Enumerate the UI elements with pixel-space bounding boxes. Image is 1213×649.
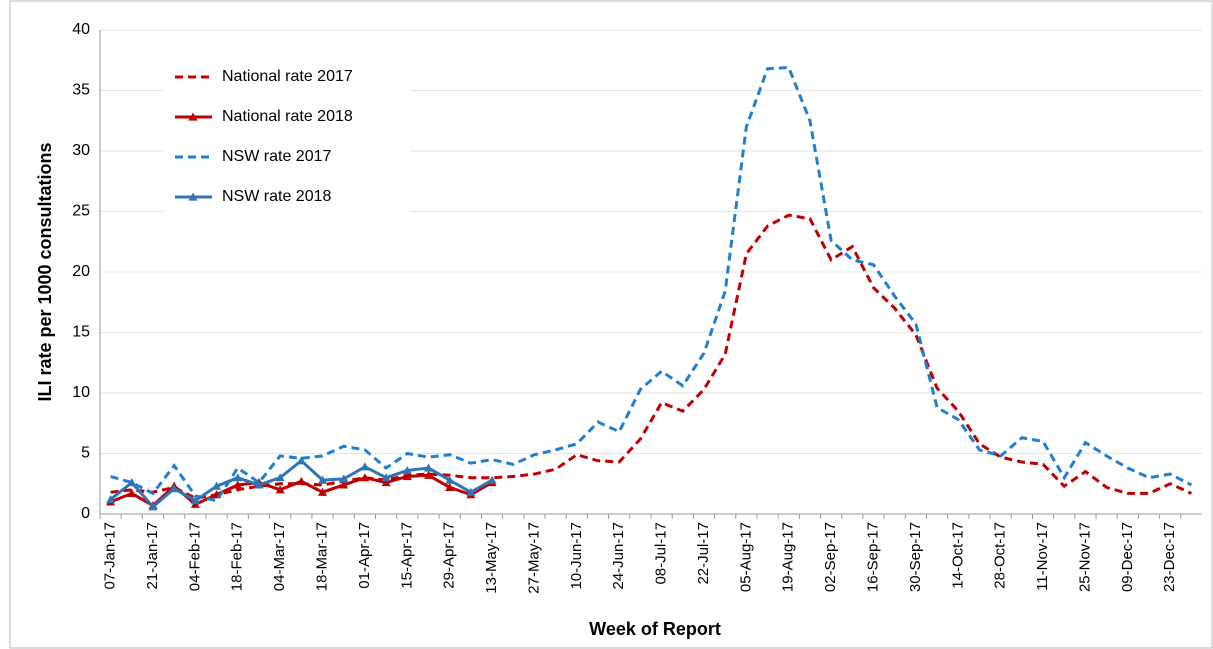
point — [360, 473, 370, 482]
x-tick-label: 23-Dec-17 — [1161, 522, 1178, 592]
point — [423, 463, 433, 472]
point — [466, 487, 476, 496]
y-tick-label: 5 — [81, 445, 90, 462]
y-tick-label: 0 — [81, 505, 90, 522]
point — [339, 480, 349, 489]
x-tick-label: 22-Jul-17 — [695, 522, 712, 585]
legend-label: NSW rate 2017 — [222, 148, 331, 165]
x-tick-label: 02-Sep-17 — [822, 522, 839, 592]
point — [212, 481, 222, 490]
x-tick-label: 18-Mar-17 — [313, 522, 330, 591]
x-tick-label: 24-Jun-17 — [610, 522, 627, 590]
x-tick-label: 07-Jan-17 — [102, 522, 119, 590]
x-tick-label: 28-Oct-17 — [992, 522, 1009, 589]
x-tick-label: 01-Apr-17 — [356, 522, 373, 589]
x-tick-label: 19-Aug-17 — [780, 522, 797, 592]
point — [339, 474, 349, 483]
x-tick-label: 25-Nov-17 — [1076, 522, 1093, 592]
x-axis-label: Week of Report — [589, 619, 721, 639]
point — [318, 475, 328, 484]
x-tick-label: 21-Jan-17 — [144, 522, 161, 590]
legend-marker — [188, 112, 198, 121]
point — [445, 482, 455, 491]
series-line — [110, 213, 1193, 500]
point — [402, 471, 412, 481]
point — [296, 476, 306, 485]
point — [127, 488, 137, 498]
point — [381, 473, 391, 482]
x-tick-label: 11-Nov-17 — [1034, 522, 1051, 591]
point — [190, 496, 200, 505]
point — [318, 487, 328, 496]
chart-border — [9, 0, 1213, 649]
legend-label: NSW rate 2018 — [222, 188, 331, 205]
point — [254, 480, 264, 489]
point — [106, 494, 116, 504]
y-axis-label: ILI rate per 1000 consultations — [35, 142, 55, 401]
y-tick-label: 30 — [72, 142, 90, 159]
x-tick-label: 04-Mar-17 — [271, 522, 288, 591]
x-tick-label: 09-Dec-17 — [1119, 522, 1136, 592]
y-tick-label: 25 — [72, 203, 90, 220]
y-tick-label: 40 — [72, 21, 90, 38]
x-tick-label: 13-May-17 — [483, 522, 500, 594]
x-tick-label: 29-Apr-17 — [441, 522, 458, 589]
point — [275, 485, 285, 494]
x-tick-label: 16-Sep-17 — [864, 522, 881, 592]
series-line — [110, 65, 1193, 503]
x-tick-label: 05-Aug-17 — [737, 522, 754, 592]
x-tick-label: 14-Oct-17 — [949, 522, 966, 589]
x-tick-label: 18-Feb-17 — [229, 522, 246, 591]
point — [169, 484, 179, 493]
point — [381, 478, 391, 487]
point — [402, 465, 412, 475]
x-tick-label: 08-Jul-17 — [653, 522, 670, 585]
legend-box — [165, 58, 410, 218]
legend-label: National rate 2017 — [222, 68, 353, 85]
x-tick-label: 04-Feb-17 — [186, 522, 203, 591]
x-tick-label: 30-Sep-17 — [907, 522, 924, 592]
x-tick-label: 10-Jun-17 — [568, 522, 585, 590]
point — [360, 462, 370, 471]
point — [148, 502, 158, 511]
point — [445, 475, 455, 484]
point — [127, 478, 137, 487]
point — [423, 470, 433, 479]
y-tick-label: 10 — [72, 384, 90, 401]
point — [275, 473, 285, 482]
y-tick-label: 20 — [72, 263, 90, 280]
point — [487, 475, 497, 484]
legend-marker — [188, 192, 198, 201]
point — [296, 456, 306, 465]
x-tick-label: 27-May-17 — [525, 522, 542, 594]
legend-label: National rate 2018 — [222, 108, 353, 125]
point — [233, 480, 243, 489]
y-tick-label: 15 — [72, 324, 90, 341]
x-tick-label: 15-Apr-17 — [398, 522, 415, 589]
point — [233, 473, 243, 482]
y-tick-label: 35 — [72, 82, 90, 99]
